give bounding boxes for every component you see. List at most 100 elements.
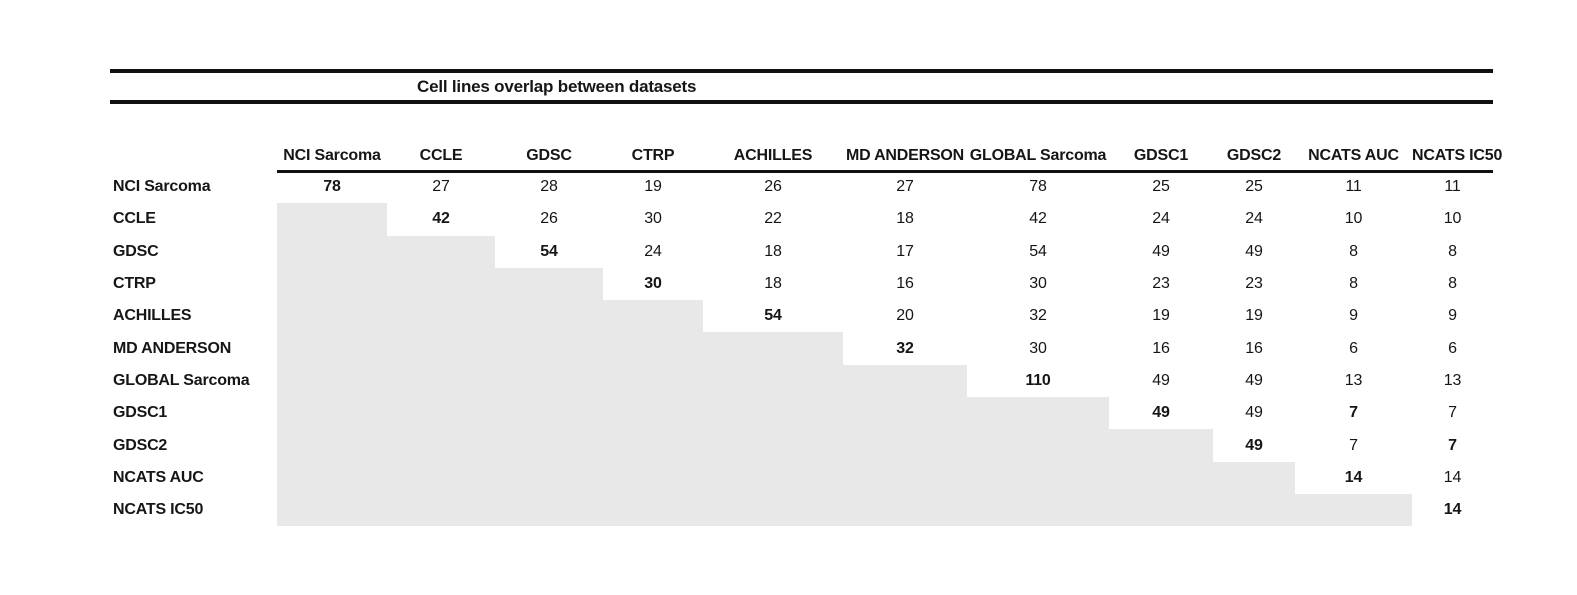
matrix-cell: 8 <box>1349 275 1358 293</box>
matrix-cell <box>277 461 387 494</box>
row-label: CCLE <box>113 210 156 228</box>
matrix-cell <box>843 461 967 494</box>
matrix-cell: 42 <box>1029 210 1047 228</box>
table-row: MD ANDERSON 32 30 16 16 6 6 <box>113 332 1493 365</box>
matrix-cell: 14 <box>1443 468 1462 486</box>
matrix-cell: 11 <box>1345 178 1362 196</box>
matrix-cell: 54 <box>764 307 782 325</box>
matrix-cell: 19 <box>644 178 662 196</box>
matrix-cell: 49 <box>1245 404 1263 422</box>
matrix-cell <box>703 364 843 398</box>
matrix-cell <box>277 364 387 398</box>
matrix-cell <box>967 461 1109 494</box>
matrix-cell: 16 <box>1152 339 1170 357</box>
row-label: GDSC <box>113 242 159 260</box>
matrix-cell <box>277 332 387 365</box>
matrix-cell <box>1213 493 1295 527</box>
matrix-cell: 8 <box>1349 242 1358 260</box>
matrix-cell: 49 <box>1245 242 1263 260</box>
matrix-cell <box>703 461 843 494</box>
matrix-cell <box>495 493 603 527</box>
matrix-cell <box>1213 461 1295 494</box>
matrix-cell: 54 <box>1029 242 1047 260</box>
matrix-cell: 18 <box>896 210 914 228</box>
table-body: NCI Sarcoma 78 27 28 19 26 27 78 25 25 11 11 CCLE 42 2… <box>113 171 1493 527</box>
table-row: GDSC1 49 49 7 7 <box>113 397 1493 430</box>
column-header: MD ANDERSON <box>845 147 965 164</box>
matrix-cell <box>277 235 387 268</box>
matrix-cell <box>277 429 387 462</box>
matrix-cell: 27 <box>896 178 914 196</box>
matrix-cell <box>603 493 703 527</box>
column-header: GDSC1 <box>1133 147 1189 164</box>
matrix-cell <box>495 300 603 333</box>
matrix-cell <box>703 429 843 462</box>
title-bottom-rule <box>110 100 1493 104</box>
matrix-cell: 30 <box>644 275 662 293</box>
matrix-cell: 23 <box>1245 275 1263 293</box>
matrix-cell: 14 <box>1344 468 1363 486</box>
matrix-cell: 26 <box>540 210 558 228</box>
matrix-cell <box>277 397 387 430</box>
header-row: NCI Sarcoma CCLE GDSC CTRP ACHILLES MD ANDERS… <box>113 141 1502 171</box>
matrix-cell <box>703 332 843 365</box>
matrix-cell: 19 <box>1152 307 1170 325</box>
matrix-cell: 23 <box>1152 275 1170 293</box>
matrix-cell: 16 <box>896 275 914 293</box>
matrix-cell <box>703 397 843 430</box>
matrix-cell <box>1109 461 1213 494</box>
matrix-cell: 49 <box>1152 242 1170 260</box>
matrix-cell <box>703 493 843 527</box>
column-header: ACHILLES <box>733 147 813 164</box>
matrix-cell: 30 <box>1029 275 1047 293</box>
row-label: ACHILLES <box>113 307 192 325</box>
matrix-cell: 18 <box>764 275 782 293</box>
table-row: ACHILLES 54 20 32 19 19 9 9 <box>113 300 1493 333</box>
matrix-cell: 30 <box>644 210 662 228</box>
matrix-cell: 32 <box>896 339 914 357</box>
matrix-cell: 22 <box>764 210 782 228</box>
row-label: MD ANDERSON <box>113 339 232 357</box>
matrix-cell: 49 <box>1152 404 1170 422</box>
matrix-cell <box>495 332 603 365</box>
matrix-cell: 7 <box>1349 436 1358 454</box>
column-header: NCI Sarcoma <box>283 147 381 164</box>
matrix-cell <box>603 461 703 494</box>
matrix-cell <box>495 429 603 462</box>
matrix-cell: 30 <box>1029 339 1047 357</box>
matrix-cell: 78 <box>1029 178 1047 196</box>
table-row: CCLE 42 26 30 22 18 42 24 24 10 10 <box>113 203 1493 236</box>
matrix-cell <box>387 364 495 398</box>
row-label: NCATS IC50 <box>113 501 204 519</box>
matrix-cell: 7 <box>1448 404 1457 422</box>
corner-cell <box>113 141 277 171</box>
matrix-cell: 49 <box>1245 436 1263 454</box>
matrix-cell <box>387 429 495 462</box>
matrix-cell: 11 <box>1444 178 1461 196</box>
column-header: GDSC2 <box>1226 147 1282 164</box>
overlap-matrix-table: NCI Sarcoma CCLE GDSC CTRP ACHILLES MD ANDERS… <box>113 141 1502 527</box>
matrix-cell: 7 <box>1349 404 1358 422</box>
matrix-cell: 32 <box>1029 307 1047 325</box>
top-rule <box>110 69 1493 73</box>
row-label: GLOBAL Sarcoma <box>113 371 250 389</box>
column-header: GDSC <box>526 147 572 164</box>
matrix-cell: 10 <box>1443 210 1462 228</box>
column-header: CCLE <box>419 147 463 164</box>
table-row: NCATS AUC 14 14 <box>113 461 1493 494</box>
matrix-cell: 110 <box>1025 371 1051 389</box>
table-row: NCATS IC50 14 <box>113 493 1493 527</box>
matrix-cell <box>387 332 495 365</box>
matrix-cell <box>277 203 387 236</box>
matrix-cell <box>387 267 495 301</box>
matrix-cell <box>603 429 703 462</box>
matrix-cell: 9 <box>1349 307 1358 325</box>
matrix-cell <box>495 267 603 301</box>
matrix-cell <box>843 429 967 462</box>
matrix-cell: 78 <box>323 178 341 196</box>
row-label: GDSC1 <box>113 404 168 422</box>
matrix-cell: 18 <box>764 242 782 260</box>
table-header: NCI Sarcoma CCLE GDSC CTRP ACHILLES MD ANDERS… <box>113 141 1502 171</box>
matrix-cell <box>843 493 967 527</box>
column-header: CTRP <box>631 147 675 164</box>
